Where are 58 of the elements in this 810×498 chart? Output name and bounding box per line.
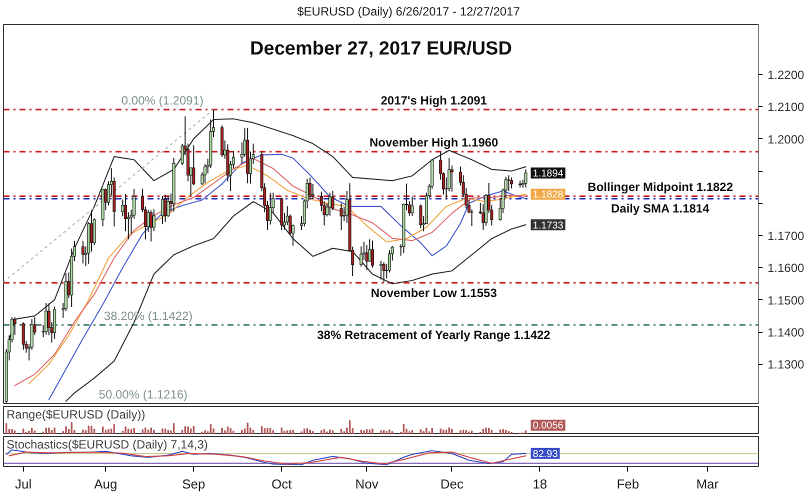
- chart-title: $EURUSD (Daily) 6/26/2017 - 12/27/2017: [297, 4, 520, 18]
- annotation: 0.00% (1.2091): [121, 94, 204, 108]
- annotation: 50.00% (1.1216): [98, 388, 188, 402]
- candlestick: [340, 202, 343, 230]
- annotation: 1.1894: [532, 168, 564, 180]
- candlestick: [450, 165, 454, 192]
- x-tick-label: Feb: [616, 476, 640, 492]
- annotation: 1.1733: [532, 220, 564, 232]
- y-tick-label: 1.1700: [768, 228, 805, 243]
- candlestick: [308, 176, 312, 200]
- ref-line-label: November High 1.1960: [369, 136, 499, 150]
- candlestick: [410, 196, 414, 217]
- candlestick: [152, 208, 156, 232]
- candlestick: [44, 302, 48, 336]
- ref-line-label: 38% Retracement of Yearly Range 1.1422: [317, 328, 551, 342]
- candlestick: [150, 210, 153, 242]
- candlestick: [419, 204, 422, 229]
- ref-line-label: Bollinger Midpoint 1.1822: [588, 180, 734, 194]
- candlestick: [53, 306, 56, 340]
- candlestick: [204, 163, 207, 184]
- candlestick: [379, 260, 383, 280]
- y-tick-label: 1.1500: [768, 293, 805, 308]
- y-tick-label: 1.2000: [768, 132, 805, 146]
- annotation: 0.0056: [532, 420, 564, 432]
- annotation: 82.93: [532, 448, 558, 460]
- candlestick: [81, 240, 84, 264]
- candlestick: [268, 192, 272, 225]
- annotation: 1.1828: [532, 190, 564, 201]
- candlestick: [510, 176, 514, 189]
- chart-title: Range($EURUSD (Daily)): [6, 408, 146, 422]
- y-tick-label: 1.1300: [768, 358, 805, 372]
- y-tick-label: 1.1400: [768, 326, 805, 340]
- candlestick: [22, 322, 25, 350]
- candlestick: [90, 210, 93, 252]
- y-tick-label: 1.2200: [768, 68, 805, 82]
- ref-line-label: Daily SMA 1.1814: [610, 202, 710, 216]
- x-tick-label: Dec: [440, 476, 464, 492]
- x-tick-label: Sep: [182, 476, 206, 492]
- x-tick-label: Jul: [15, 476, 32, 492]
- chart-title: Stochastics($EURUSD (Daily) 7,14,3): [6, 438, 208, 452]
- ref-line-label: 2017's High 1.2091: [380, 94, 488, 108]
- x-tick-label: 18: [532, 476, 548, 492]
- candlestick: [166, 195, 170, 218]
- candlestick: [524, 168, 528, 188]
- candlestick: [121, 199, 124, 217]
- candlestick: [160, 195, 164, 225]
- candlestick: [370, 240, 374, 268]
- candlestick: [360, 246, 363, 268]
- x-tick-label: Nov: [355, 476, 379, 492]
- x-tick-label: Oct: [272, 476, 292, 492]
- y-tick-label: 1.1600: [768, 261, 805, 276]
- candlestick: [470, 208, 474, 227]
- candlestick: [382, 262, 386, 283]
- x-tick-label: Mar: [696, 476, 720, 492]
- ref-line-label: November Low 1.1553: [370, 286, 498, 300]
- y-tick-label: 1.2100: [768, 100, 805, 114]
- text: December 27, 2017 EUR/USD: [250, 38, 512, 60]
- x-tick-label: Aug: [94, 476, 118, 492]
